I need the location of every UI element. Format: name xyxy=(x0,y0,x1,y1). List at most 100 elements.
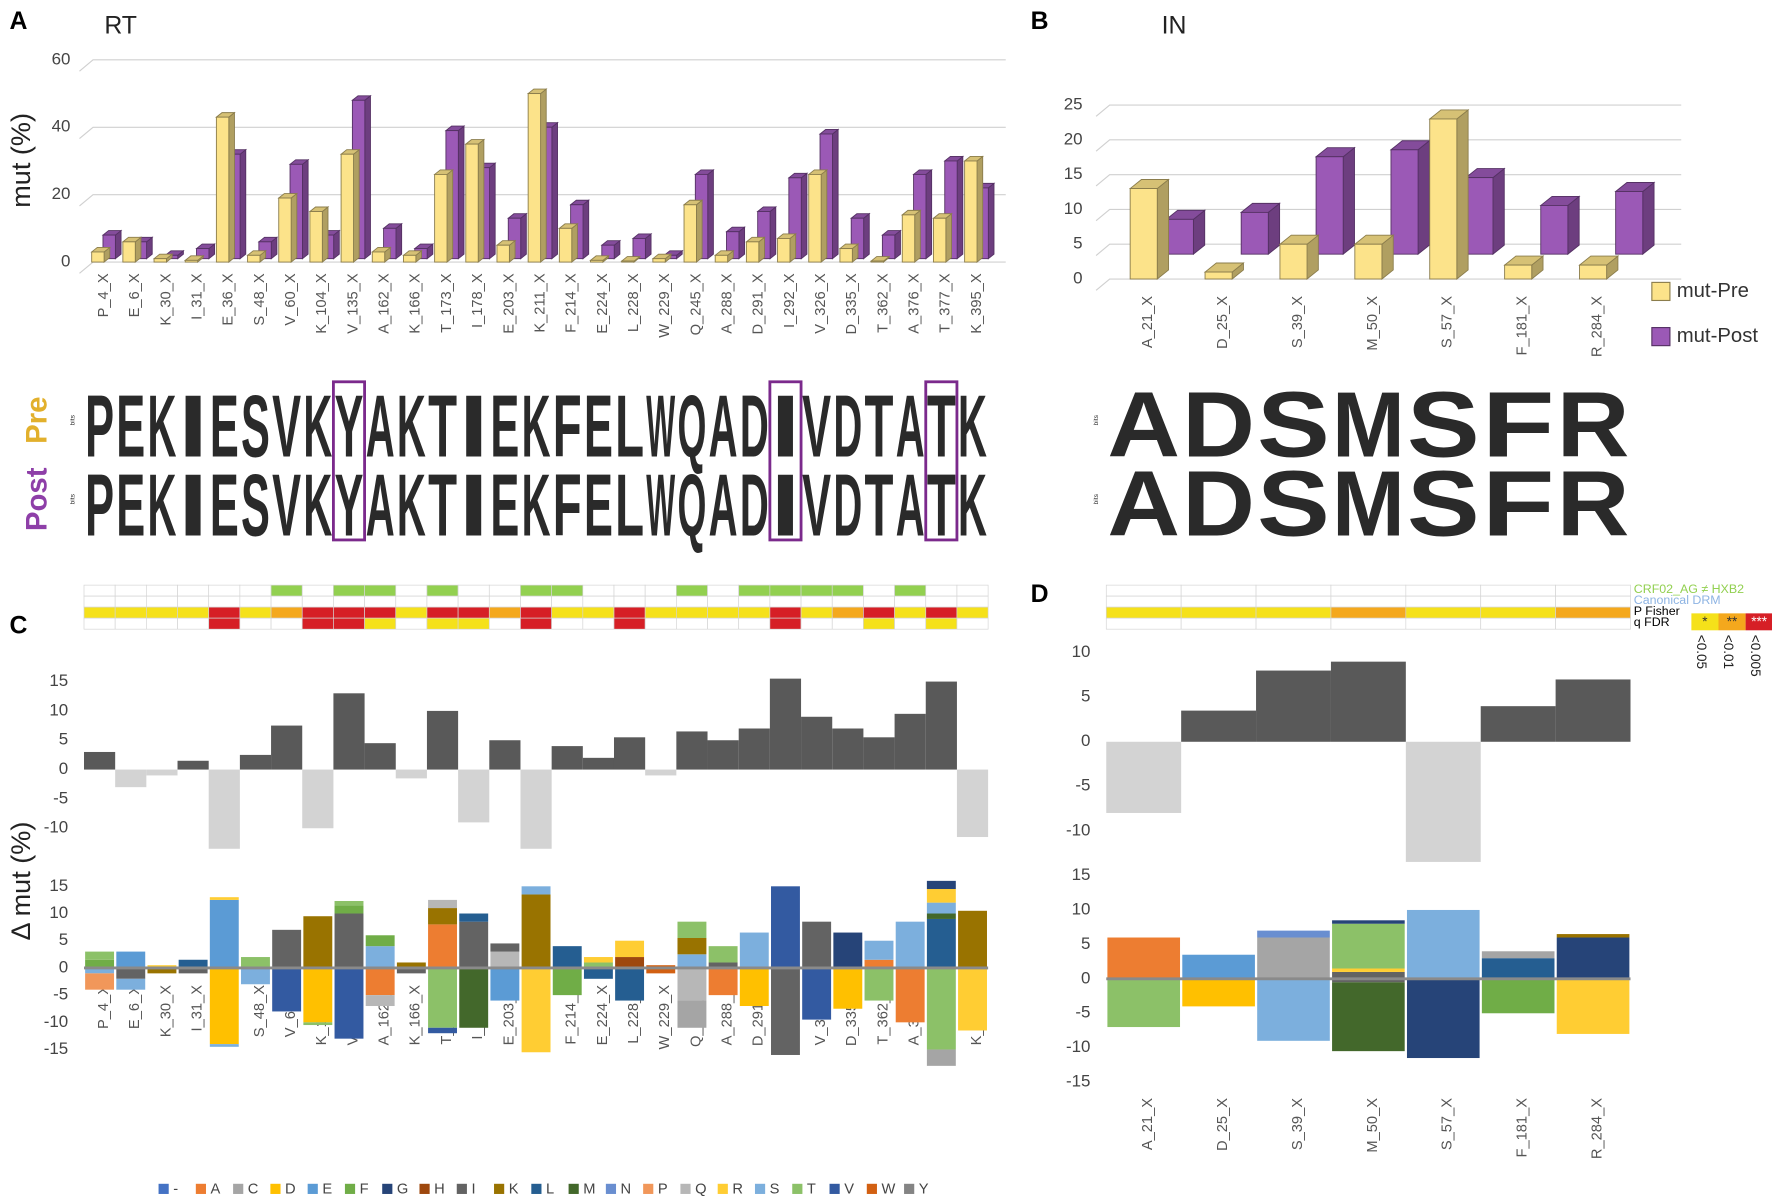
heat-cell xyxy=(1330,584,1407,597)
bar-front xyxy=(1204,271,1233,280)
heat-cell xyxy=(769,606,802,619)
stack-segment xyxy=(209,967,239,1045)
heat-row-label: q FDR xyxy=(1634,615,1670,629)
heat-cell xyxy=(644,595,677,608)
stack-segment xyxy=(490,951,520,968)
bar xyxy=(838,243,860,264)
bar-front xyxy=(184,259,199,263)
x-tick-label: S_57_X xyxy=(1440,296,1456,348)
heat-cell xyxy=(956,606,989,619)
bar-front xyxy=(1165,218,1194,255)
bar xyxy=(339,148,361,264)
logo-letter: K xyxy=(303,455,332,554)
stack-segment xyxy=(615,957,645,968)
legend-swatch xyxy=(1651,281,1671,302)
heat-cell xyxy=(488,606,521,619)
stack-segment xyxy=(552,967,582,996)
heat-cell xyxy=(613,595,646,608)
legend-label: R xyxy=(732,1181,743,1197)
grid-line xyxy=(79,261,1006,274)
y-tick-label: -5 xyxy=(53,788,68,807)
heat-cell xyxy=(863,606,895,619)
logo-letter: K xyxy=(303,376,332,475)
logo-letter: I xyxy=(459,376,488,475)
stack-segment xyxy=(677,921,707,938)
heat-cell xyxy=(114,595,147,608)
x-tick-label: K_166_X xyxy=(408,985,424,1046)
stack-segment xyxy=(895,967,925,1023)
stack-segment xyxy=(85,967,115,974)
bar-side xyxy=(446,168,454,264)
legend-swatch xyxy=(233,1183,244,1194)
stack-segment xyxy=(459,913,489,922)
logo-letter: V xyxy=(272,376,301,475)
legend-label: Q xyxy=(695,1181,706,1197)
stack-segment xyxy=(365,967,395,996)
bar-front xyxy=(558,227,573,263)
y-tick-label: 15 xyxy=(1072,865,1091,884)
bar xyxy=(1165,209,1206,256)
stack-segment xyxy=(926,913,956,919)
stack-segment xyxy=(209,897,239,900)
y-tick-label: -10 xyxy=(1066,820,1090,839)
x-tick-label: V_326_X xyxy=(813,273,829,334)
logo-letter: D xyxy=(740,376,769,475)
x-tick-label: E_6_X xyxy=(127,985,143,1029)
grid-line xyxy=(1095,104,1682,117)
heat-cell xyxy=(301,584,334,597)
bar xyxy=(1330,661,1406,742)
bar xyxy=(183,254,205,264)
heat-cell xyxy=(582,606,615,619)
logo-axis-label: bits xyxy=(69,414,76,425)
bar-top xyxy=(869,256,891,262)
stack-segment xyxy=(428,899,457,909)
legend-swatch xyxy=(344,1183,356,1194)
bar-front xyxy=(153,258,167,263)
legend-label: - xyxy=(173,1181,178,1197)
heat-cell xyxy=(239,606,272,619)
significance-swatch xyxy=(1691,613,1719,631)
heat-cell xyxy=(738,595,771,608)
heat-cell xyxy=(333,617,365,630)
logo-letter: E xyxy=(116,455,145,554)
logo-letter: A xyxy=(366,455,395,554)
heat-cell xyxy=(177,595,210,608)
grid-line xyxy=(79,126,1006,139)
logo-highlight xyxy=(768,380,803,542)
stack-segment xyxy=(303,916,333,968)
panel-label: C xyxy=(9,612,27,639)
heat-cell xyxy=(488,595,521,608)
heat-cell xyxy=(1480,584,1556,597)
bar xyxy=(869,255,891,264)
bar-front xyxy=(1540,204,1569,255)
stack-segment xyxy=(615,967,645,1001)
stack-segment xyxy=(771,967,800,1055)
heat-cell xyxy=(83,595,116,608)
logo-letter: E xyxy=(490,376,519,475)
legend-label: Y xyxy=(919,1181,929,1197)
bar-side xyxy=(1456,108,1469,280)
heat-cell xyxy=(395,617,428,630)
bar xyxy=(956,769,989,838)
logo-letter: D xyxy=(1182,372,1255,476)
y-tick-label: 0 xyxy=(1081,731,1090,750)
bar xyxy=(932,212,953,264)
heat-cell xyxy=(1105,617,1182,630)
stack-segment xyxy=(1556,934,1630,938)
bar-side xyxy=(696,199,703,264)
heat-cell xyxy=(457,606,490,619)
heat-cell xyxy=(925,584,958,597)
bar xyxy=(1256,670,1331,742)
bar xyxy=(364,743,396,770)
logo-letter: R xyxy=(1557,372,1630,476)
heat-cell xyxy=(831,606,864,619)
x-tick-label: K_30_X xyxy=(158,273,174,325)
bar-side xyxy=(1567,195,1580,256)
bar-front xyxy=(964,160,978,263)
bar-front xyxy=(621,260,635,263)
heat-cell xyxy=(208,595,241,608)
bar xyxy=(152,253,174,264)
bar-side xyxy=(302,158,309,260)
